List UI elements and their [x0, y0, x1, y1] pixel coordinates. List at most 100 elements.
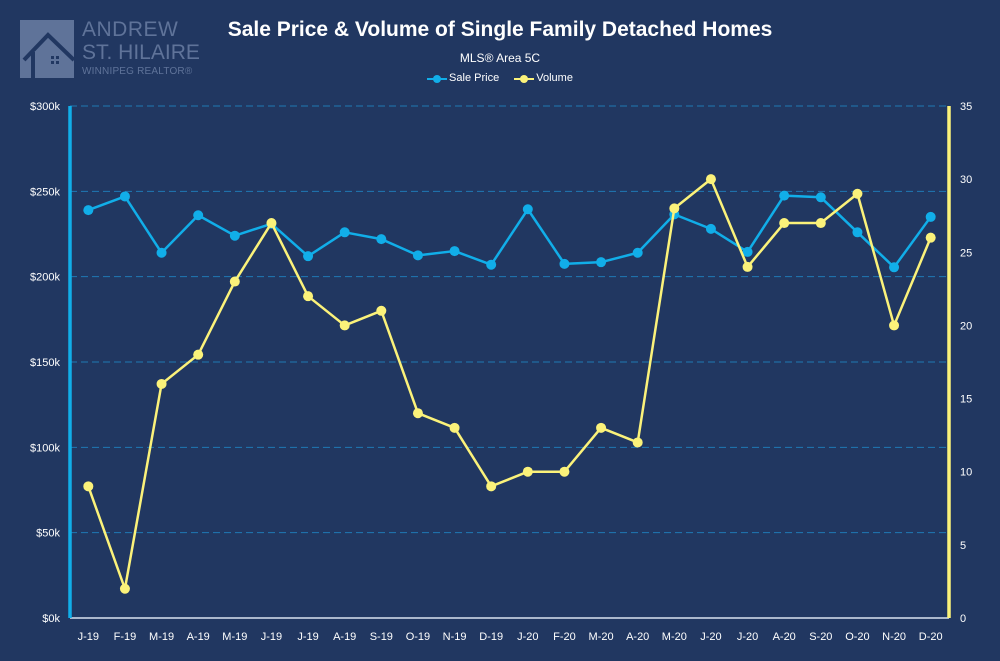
sale-price-point — [925, 211, 936, 222]
x-tick-label: N-19 — [443, 631, 467, 643]
series-volume — [83, 174, 936, 594]
sale-price-point — [303, 251, 314, 262]
volume-point — [779, 218, 790, 229]
x-tick-label: J-19 — [78, 631, 99, 643]
brand-logo: ANDREW ST. HILAIRE WINNIPEG REALTOR® — [20, 18, 216, 82]
chart-legend: Sale Price Volume — [300, 72, 700, 88]
volume-point — [632, 437, 643, 448]
brand-tagline: WINNIPEG REALTOR® — [82, 66, 193, 77]
sale-price-point — [156, 247, 167, 258]
x-tick-label: M-19 — [222, 631, 247, 643]
volume-point — [889, 320, 900, 331]
sale-price-point — [522, 204, 533, 215]
sale-price-point — [83, 205, 94, 216]
sale-price-point — [486, 259, 497, 270]
volume-point — [229, 276, 240, 287]
sale-price-point — [779, 190, 790, 201]
series-sale-price — [83, 190, 936, 273]
volume-point — [596, 422, 607, 433]
legend-item-sale-price: Sale Price — [427, 72, 499, 85]
volume-point — [559, 466, 570, 477]
y-right-tick-label: 25 — [960, 247, 972, 259]
x-tick-label: D-20 — [919, 631, 943, 643]
legend-marker-sale-price — [427, 74, 448, 84]
y-right-tick-label: 5 — [960, 540, 966, 552]
volume-line — [87, 177, 932, 590]
chart-subtitle: MLS® Area 5C — [459, 51, 541, 65]
sale-price-point — [742, 246, 753, 257]
y-right-tick-label: 35 — [960, 101, 972, 113]
volume-point — [376, 305, 387, 316]
chart-title: Sale Price & Volume of Single Family Det… — [227, 18, 773, 41]
y-left-tick-label: $150k — [30, 357, 60, 369]
brand-name-line2: ST. HILAIRE — [82, 41, 200, 64]
x-tick-label: F-20 — [553, 631, 576, 643]
x-tick-label: S-19 — [370, 631, 393, 643]
sale-price-point — [815, 192, 826, 203]
x-tick-label: J-20 — [700, 631, 721, 643]
sale-price-point — [632, 247, 643, 258]
sale-price-line — [87, 194, 932, 269]
x-tick-label: D-19 — [479, 631, 503, 643]
sale-price-point — [229, 230, 240, 241]
x-axis-labels: J-19 F-19 M-19 A-19 M-19 J-19 J-19 A-19 S-19 O-19… — [78, 631, 943, 643]
sale-price-point — [596, 257, 607, 268]
sale-price-point — [559, 258, 570, 269]
volume-point — [852, 188, 863, 199]
volume-point — [669, 203, 680, 214]
sale-price-point — [889, 262, 900, 273]
x-tick-label: A-20 — [626, 631, 649, 643]
gridlines — [70, 105, 949, 534]
x-tick-label: A-19 — [333, 631, 356, 643]
legend-item-volume: Volume — [514, 72, 573, 85]
y-left-tick-label: $250k — [30, 186, 60, 198]
x-tick-label: F-19 — [114, 631, 137, 643]
y-right-tick-label: 0 — [960, 613, 966, 625]
volume-point — [486, 481, 497, 492]
x-tick-label: J-20 — [517, 631, 538, 643]
volume-point — [119, 583, 130, 594]
y-right-tick-label: 30 — [960, 174, 972, 186]
x-tick-label: N-20 — [882, 631, 906, 643]
x-tick-label: J-19 — [261, 631, 282, 643]
x-tick-label: J-19 — [297, 631, 318, 643]
sale-price-point — [193, 210, 204, 221]
volume-point — [193, 349, 204, 360]
sale-price-point — [119, 191, 130, 202]
y-right-tick-label: 10 — [960, 467, 972, 479]
volume-point — [522, 466, 533, 477]
brand-name-line1: ANDREW — [82, 18, 179, 41]
y-left-tick-label: $200k — [30, 272, 60, 284]
volume-point — [742, 261, 753, 272]
volume-point — [449, 422, 460, 433]
y-left-tick-label: $100k — [30, 442, 60, 454]
legend-marker-volume — [514, 74, 535, 84]
y-right-tick-label: 20 — [960, 320, 972, 332]
volume-point — [156, 378, 167, 389]
volume-point — [705, 174, 716, 185]
volume-point — [339, 320, 350, 331]
volume-point — [83, 481, 94, 492]
sale-price-point — [339, 227, 350, 238]
x-tick-label: J-20 — [737, 631, 758, 643]
volume-point — [412, 408, 423, 419]
x-tick-label: O-20 — [845, 631, 869, 643]
y-axis-right-labels: 0 5 10 15 20 25 30 35 — [960, 101, 972, 625]
y-axis-left-labels: $0k $50k $100k $150k $200k $250k $300k — [30, 101, 60, 625]
sale-price-point — [449, 246, 460, 257]
sale-price-point — [376, 234, 387, 245]
y-left-tick-label: $50k — [36, 528, 60, 540]
axes — [68, 106, 951, 619]
volume-point — [303, 291, 314, 302]
sale-price-point — [705, 223, 716, 234]
x-tick-label: M-19 — [149, 631, 174, 643]
volume-point — [815, 218, 826, 229]
volume-point — [925, 232, 936, 243]
x-tick-label: M-20 — [589, 631, 614, 643]
x-tick-label: S-20 — [809, 631, 832, 643]
house-icon — [20, 20, 74, 78]
x-tick-label: O-19 — [406, 631, 430, 643]
volume-point — [266, 218, 277, 229]
y-left-tick-label: $300k — [30, 101, 60, 113]
